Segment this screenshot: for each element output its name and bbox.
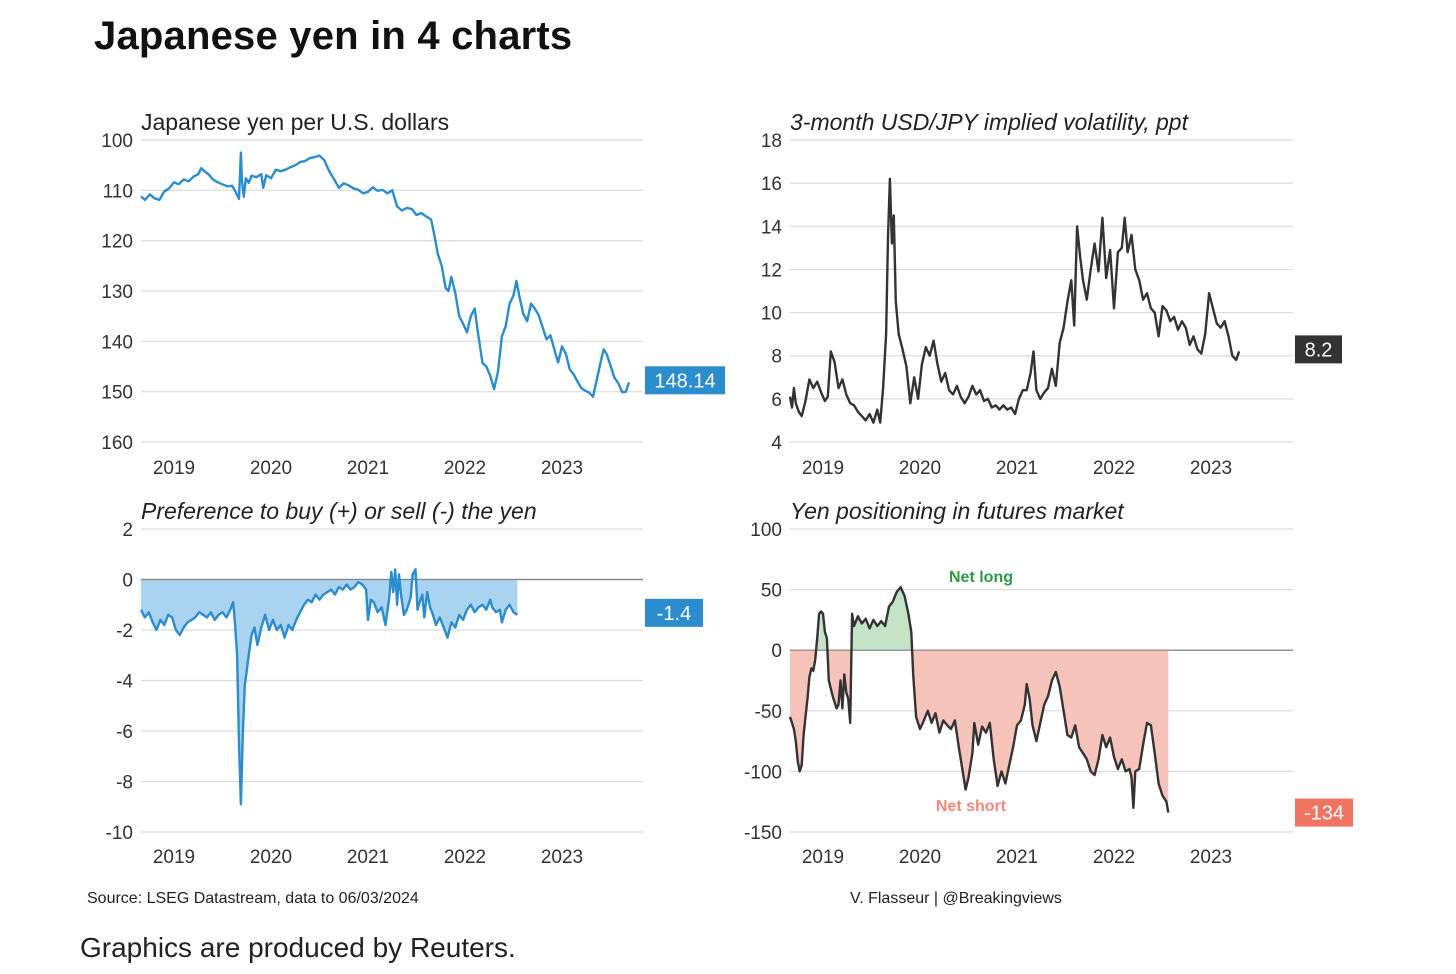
- last-value-label: -134: [1304, 803, 1344, 825]
- net-short-fill: [790, 650, 1169, 813]
- chart-title: Yen positioning in futures market: [790, 498, 1125, 524]
- series-line: [788, 586, 1170, 813]
- x-tick-label: 2019: [153, 458, 195, 479]
- x-tick-label: 2022: [444, 458, 486, 479]
- y-tick-label: 14: [761, 217, 783, 238]
- panel-volatility: 3-month USD/JPY implied volatility, ppt 4…: [761, 109, 1342, 479]
- panel-preference: Preference to buy (+) or sell (-) the ye…: [106, 498, 703, 868]
- y-tick-label: 6: [771, 390, 782, 411]
- y-tick-label: 160: [101, 433, 133, 454]
- main-title: Japanese yen in 4 charts: [94, 14, 573, 58]
- y-tick-label: 100: [101, 131, 133, 152]
- caption: Graphics are produced by Reuters.: [80, 932, 516, 963]
- series-line: [788, 177, 1241, 424]
- y-tick-label: 110: [103, 181, 133, 202]
- x-tick-label: 2020: [899, 847, 941, 868]
- net-long-annotation: Net long: [949, 569, 1013, 586]
- x-tick-label: 2023: [1190, 458, 1232, 479]
- y-tick-label: 4: [771, 433, 782, 454]
- series-line: [139, 568, 519, 806]
- last-value-label: 8.2: [1305, 339, 1333, 361]
- y-tick-label: -6: [116, 722, 133, 743]
- area-fill: [141, 569, 518, 805]
- x-tick-label: 2019: [802, 458, 844, 479]
- y-tick-label: 10: [761, 304, 782, 325]
- y-tick-label: 18: [761, 131, 782, 152]
- last-value-badge: [1295, 335, 1342, 364]
- y-tick-label: 12: [761, 260, 782, 281]
- x-tick-label: 2023: [541, 458, 583, 479]
- x-tick-label: 2020: [250, 847, 292, 868]
- series-line: [140, 151, 631, 398]
- y-tick-label: -4: [116, 672, 133, 693]
- credit-note: V. Flasseur | @Breakingviews: [850, 890, 1062, 907]
- last-value-badge: [1295, 798, 1353, 827]
- x-tick-label: 2021: [347, 458, 389, 479]
- y-tick-label: -2: [116, 621, 133, 642]
- x-tick-label: 2021: [996, 458, 1038, 479]
- y-tick-label: 130: [101, 282, 133, 303]
- x-tick-label: 2021: [347, 847, 389, 868]
- panel-positioning: Yen positioning in futures market 100 50 0 -…: [744, 498, 1353, 868]
- x-tick-label: 2019: [153, 847, 195, 868]
- panel-usdjpy: Japanese yen per U.S. dollars 100 110 120 13…: [101, 109, 725, 479]
- chart-title: Japanese yen per U.S. dollars: [141, 109, 449, 135]
- y-tick-label: -150: [744, 823, 782, 844]
- x-tick-label: 2020: [250, 458, 292, 479]
- last-value-label: 148.14: [654, 370, 715, 392]
- y-tick-label: 140: [101, 332, 133, 353]
- chart-title: 3-month USD/JPY implied volatility, ppt: [790, 109, 1190, 135]
- x-tick-label: 2023: [1190, 847, 1232, 868]
- y-tick-label: 150: [101, 383, 133, 404]
- last-value-label: -1.4: [657, 603, 691, 625]
- y-tick-label: -8: [116, 773, 133, 794]
- y-tick-label: 0: [122, 571, 133, 592]
- x-tick-label: 2020: [899, 458, 941, 479]
- y-tick-label: -100: [744, 762, 782, 783]
- net-short-annotation: Net short: [936, 798, 1007, 815]
- x-tick-label: 2021: [996, 847, 1038, 868]
- y-tick-label: 50: [761, 581, 782, 602]
- y-tick-label: 16: [761, 174, 782, 195]
- y-tick-label: 100: [750, 520, 782, 541]
- x-tick-label: 2023: [541, 847, 583, 868]
- chart-title: Preference to buy (+) or sell (-) the ye…: [141, 498, 537, 524]
- x-tick-label: 2019: [802, 847, 844, 868]
- x-tick-label: 2022: [444, 847, 486, 868]
- last-value-badge: [645, 366, 725, 395]
- y-tick-label: -50: [755, 702, 782, 723]
- y-tick-label: 2: [122, 520, 133, 541]
- x-tick-label: 2022: [1093, 847, 1135, 868]
- y-tick-label: 0: [771, 641, 782, 662]
- y-tick-label: -10: [106, 823, 133, 844]
- net-long-fill: [816, 587, 913, 651]
- y-tick-label: 120: [101, 232, 133, 253]
- last-value-badge: [645, 598, 703, 627]
- x-tick-label: 2022: [1093, 458, 1135, 479]
- source-note: Source: LSEG Datastream, data to 06/03/2…: [87, 890, 419, 907]
- y-tick-label: 8: [771, 347, 782, 368]
